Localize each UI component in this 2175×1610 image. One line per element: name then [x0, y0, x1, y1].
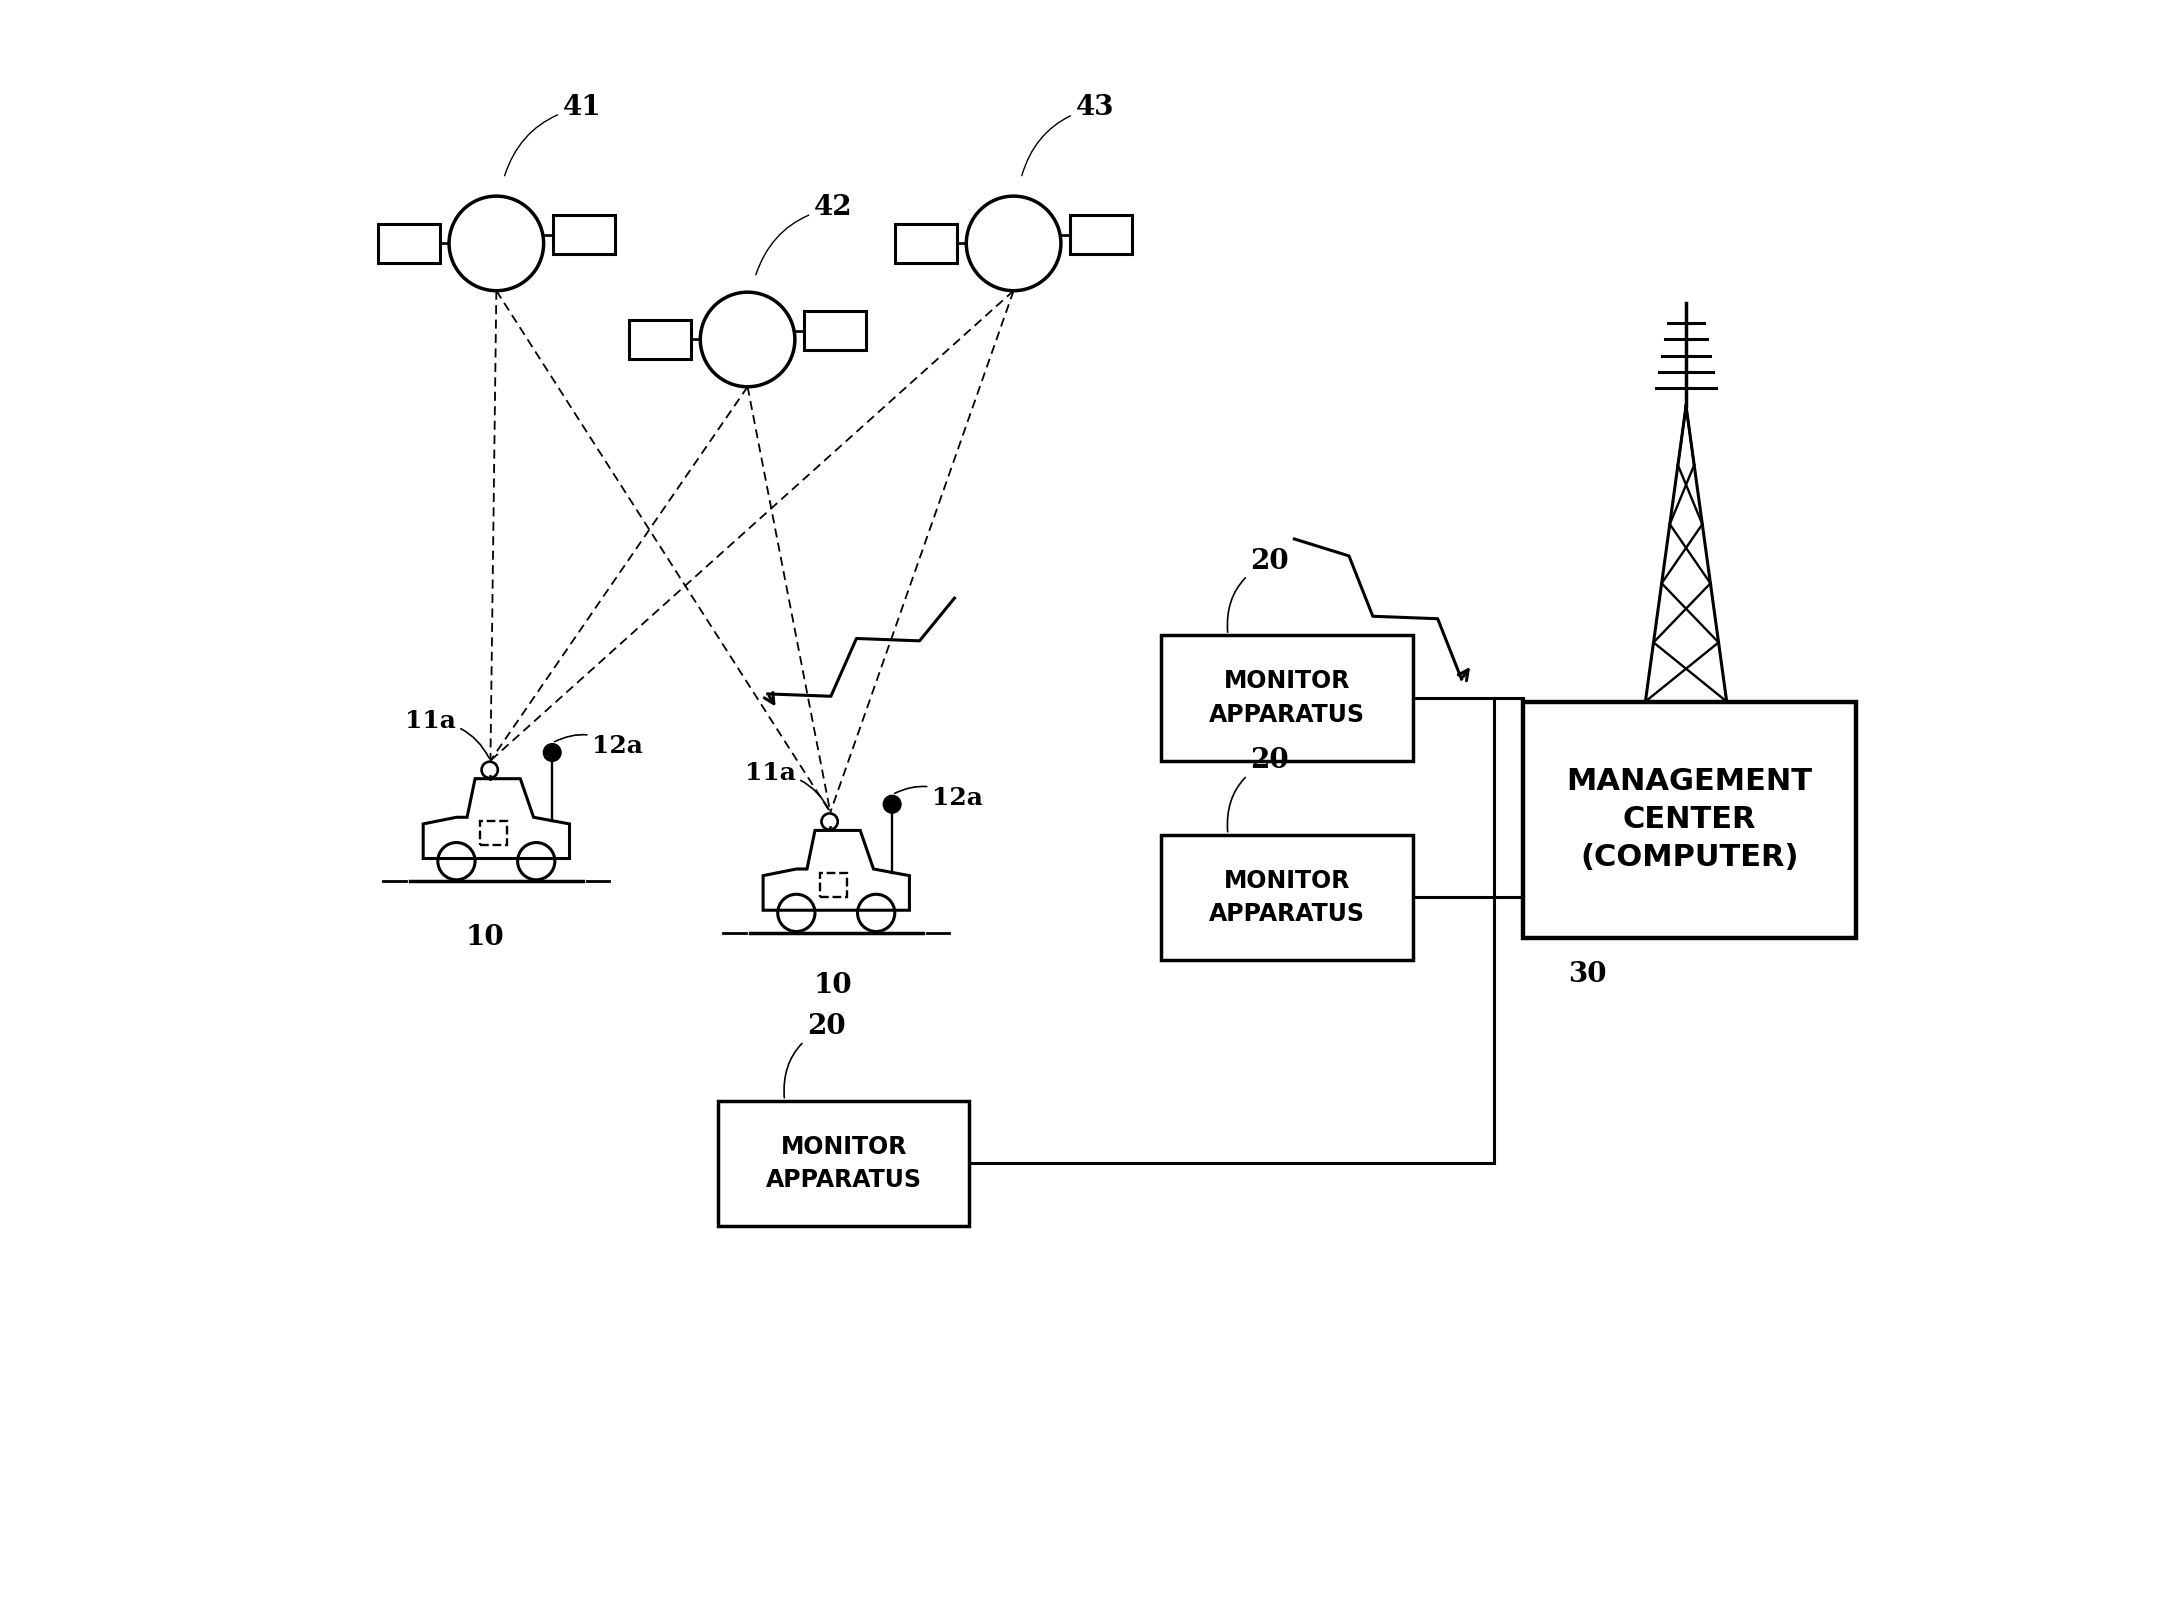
Circle shape	[883, 795, 900, 813]
Bar	[1161, 634, 1412, 760]
Circle shape	[481, 762, 498, 778]
Text: 20: 20	[1227, 747, 1290, 832]
Text: 12a: 12a	[555, 734, 644, 758]
Bar	[718, 1101, 970, 1227]
Text: MONITOR
APPARATUS: MONITOR APPARATUS	[1209, 869, 1366, 926]
Text: 10: 10	[465, 924, 505, 952]
Circle shape	[822, 813, 837, 829]
Text: 30: 30	[1568, 961, 1607, 989]
Bar	[896, 224, 957, 262]
Bar	[481, 821, 507, 845]
Bar	[820, 873, 846, 897]
Text: MANAGEMENT
CENTER
(COMPUTER): MANAGEMENT CENTER (COMPUTER)	[1566, 766, 1812, 873]
Bar	[1522, 702, 1855, 939]
Text: 20: 20	[783, 1013, 846, 1098]
Text: 42: 42	[757, 195, 853, 275]
Bar	[805, 311, 866, 349]
Bar	[378, 224, 439, 262]
Text: 11a: 11a	[405, 708, 489, 758]
Bar	[1070, 216, 1131, 254]
Text: MONITOR
APPARATUS: MONITOR APPARATUS	[1209, 670, 1366, 726]
Text: 20: 20	[1227, 547, 1290, 633]
Circle shape	[544, 744, 561, 762]
Text: MONITOR
APPARATUS: MONITOR APPARATUS	[766, 1135, 922, 1191]
Text: 12a: 12a	[894, 786, 983, 810]
Bar	[1161, 834, 1412, 960]
Text: 41: 41	[505, 93, 602, 175]
Bar	[629, 320, 692, 359]
Bar	[552, 216, 616, 254]
Text: 43: 43	[1022, 93, 1114, 175]
Text: 10: 10	[813, 972, 853, 998]
Text: 11a: 11a	[744, 762, 829, 810]
